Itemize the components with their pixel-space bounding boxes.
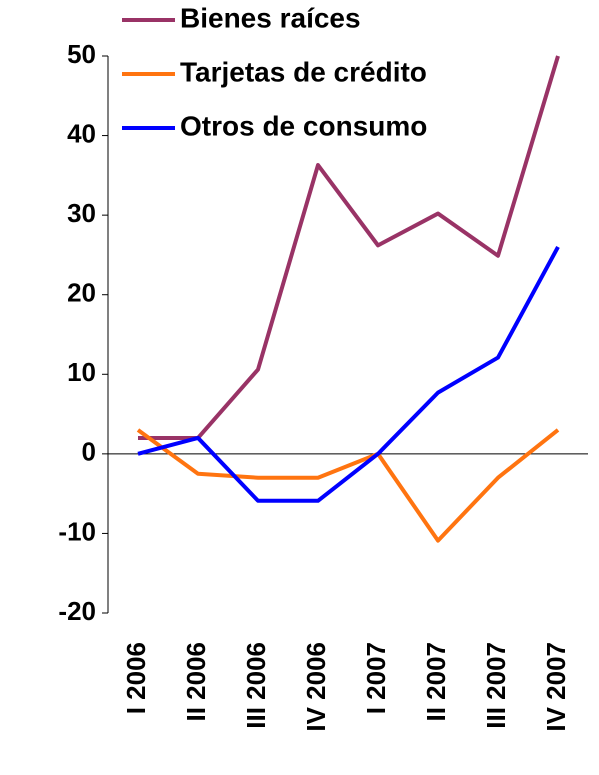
y-tick-label: 10 bbox=[67, 357, 96, 387]
y-tick-label: 20 bbox=[67, 278, 96, 308]
x-tick-label: III 2007 bbox=[481, 642, 511, 729]
x-tick-label: IV 2007 bbox=[541, 642, 571, 732]
x-tick-label: I 2006 bbox=[121, 642, 151, 714]
series-line bbox=[136, 428, 560, 543]
x-tick-label: III 2006 bbox=[241, 642, 271, 729]
x-tick-label: IV 2006 bbox=[301, 642, 331, 732]
x-tick-label: II 2007 bbox=[421, 642, 451, 722]
legend-label: Bienes raíces bbox=[180, 2, 361, 33]
y-tick-label: 30 bbox=[67, 198, 96, 228]
y-tick-label: 40 bbox=[67, 118, 96, 148]
y-tick-label: 0 bbox=[82, 437, 96, 467]
series-line bbox=[137, 246, 560, 503]
series-line bbox=[138, 55, 560, 440]
y-tick-label: -10 bbox=[58, 516, 96, 546]
x-tick-label: II 2006 bbox=[181, 642, 211, 722]
y-tick-label: -20 bbox=[58, 596, 96, 626]
legend-label: Otros de consumo bbox=[180, 110, 427, 141]
y-tick-label: 50 bbox=[67, 39, 96, 69]
x-tick-label: I 2007 bbox=[361, 642, 391, 714]
legend-label: Tarjetas de crédito bbox=[180, 56, 427, 87]
